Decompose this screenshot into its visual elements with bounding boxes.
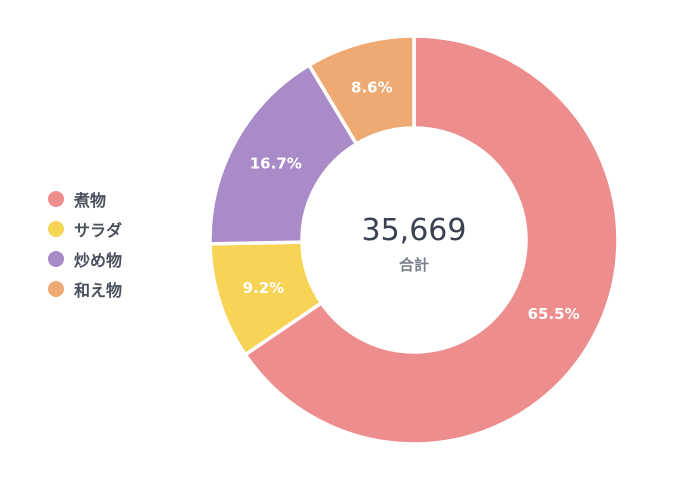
legend-item-aemono: 和え物 [48, 278, 122, 300]
total-label: 合計 [398, 256, 429, 274]
legend-item-salad: サラダ [48, 218, 122, 240]
slice-salad-label: 9.2% [243, 279, 285, 297]
legend-label: 和え物 [74, 281, 123, 300]
legend-label: 煮物 [74, 191, 107, 210]
slice-aemono [307, 34, 416, 146]
slice-nimono [243, 34, 620, 446]
legend: 煮物 サラダ 炒め物 和え物 [48, 188, 122, 300]
slice-nimono-label: 65.5% [528, 305, 580, 323]
slice-aemono-label: 8.6% [351, 79, 393, 97]
slice-labels-group: 65.5% 9.2% 16.7% 8.6% [243, 79, 580, 323]
legend-item-itamemono: 炒め物 [48, 248, 122, 270]
slice-itamemono-label: 16.7% [250, 154, 302, 172]
legend-label: サラダ [74, 221, 123, 240]
slices-group [208, 34, 620, 446]
legend-dot-salad [48, 221, 64, 237]
legend-dot-itamemono [48, 251, 64, 267]
legend-label: 炒め物 [74, 251, 123, 270]
legend-item-nimono: 煮物 [48, 188, 122, 210]
legend-dot-nimono [48, 191, 64, 207]
total-value: 35,669 [362, 213, 467, 248]
legend-dot-aemono [48, 281, 64, 297]
